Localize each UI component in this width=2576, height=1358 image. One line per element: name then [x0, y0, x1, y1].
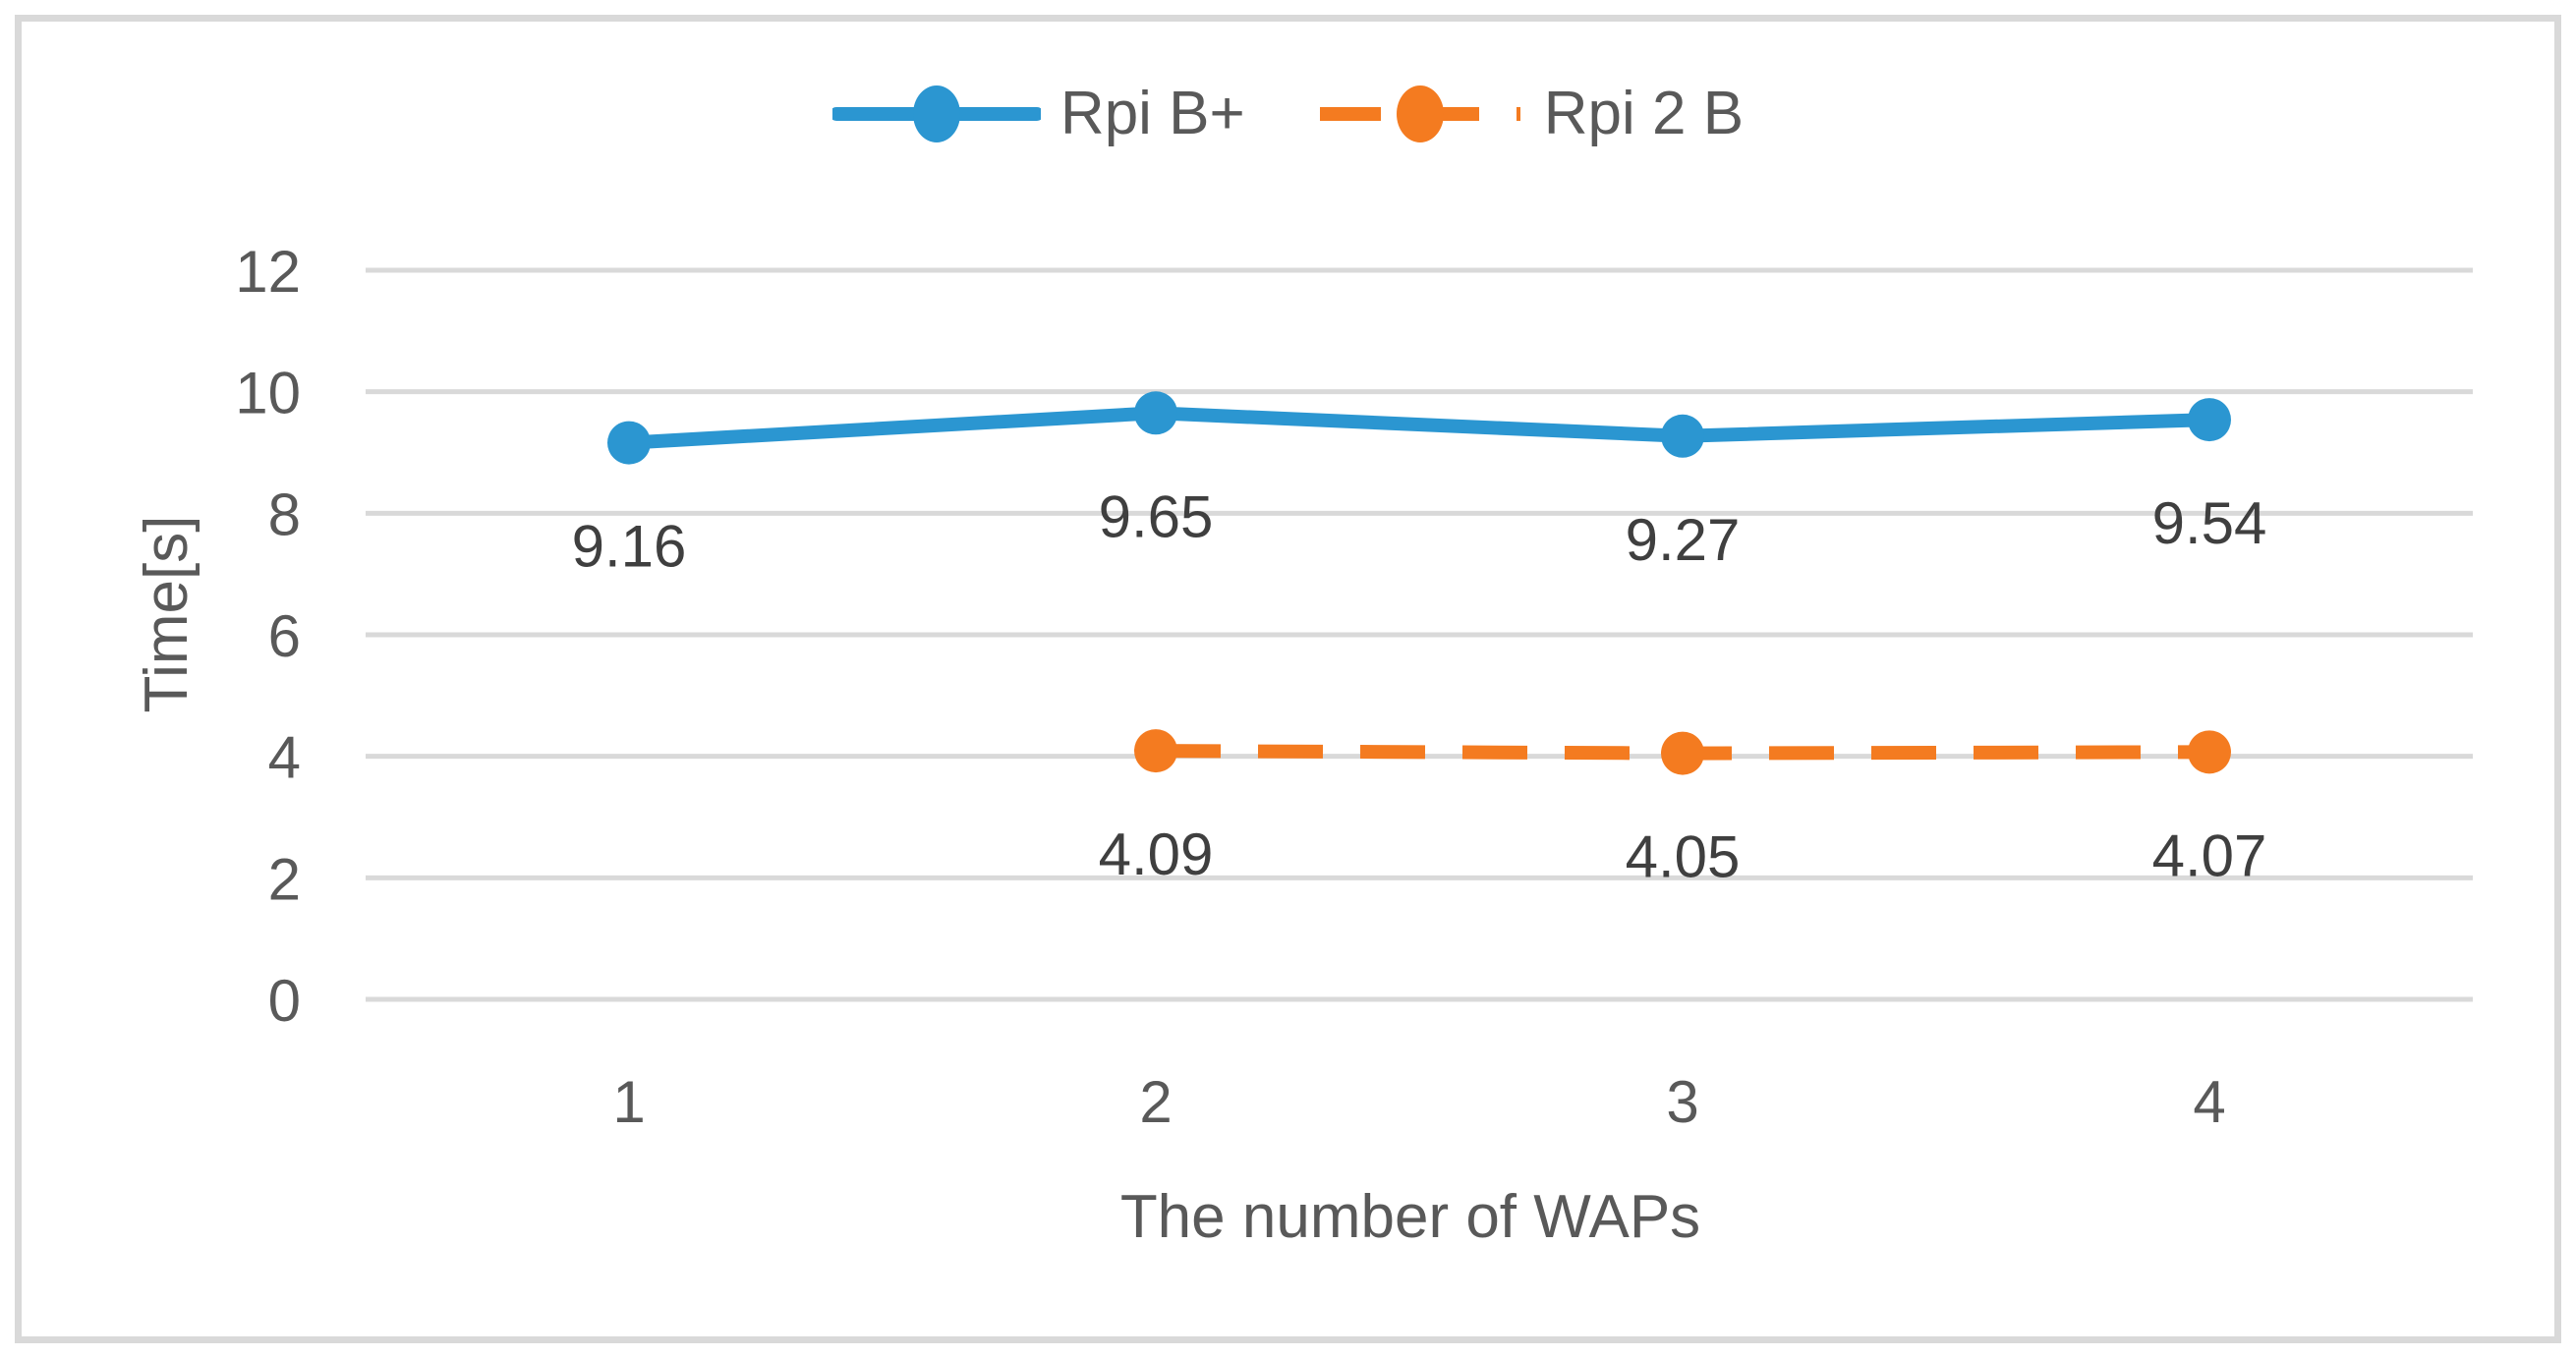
data-label-rpi-b: 9.65: [1099, 483, 1214, 549]
data-point-marker-rpi-2-b: [1134, 729, 1177, 773]
legend-item-rpi-b-plus: Rpi B+: [831, 80, 1245, 147]
y-tick-label: 8: [268, 481, 301, 547]
x-tick-label: 1: [612, 1069, 645, 1135]
data-point-marker-rpi-b: [2188, 398, 2231, 442]
data-point-marker-rpi-2-b: [1661, 731, 1704, 775]
x-axis-title: The number of WAPs: [1119, 1183, 1701, 1251]
x-tick-label: 2: [1139, 1069, 1172, 1135]
x-tick-label: 3: [1666, 1069, 1698, 1135]
data-point-marker-rpi-b: [1661, 414, 1704, 458]
legend-label-rpi-2-b: Rpi 2 B: [1543, 80, 1745, 147]
legend-swatch-solid-line: [831, 85, 1041, 142]
series-line-rpi-b: [622, 406, 2216, 450]
data-point-marker-rpi-2-b: [2188, 730, 2231, 774]
legend-swatch-dashed-line: [1319, 85, 1520, 142]
y-tick-label: 4: [268, 725, 301, 791]
data-label-rpi-2-b: 4.05: [1626, 824, 1741, 890]
y-axis-title: Time[s]: [133, 515, 200, 713]
data-label-rpi-b: 9.16: [572, 514, 687, 580]
data-point-marker-rpi-b: [607, 421, 651, 465]
data-label-rpi-2-b: 4.09: [1099, 821, 1214, 887]
y-tick-label: 6: [268, 603, 301, 669]
data-label-rpi-b: 9.27: [1626, 507, 1741, 573]
y-tick-label: 10: [235, 361, 301, 426]
legend-marker-circle: [1396, 85, 1444, 142]
data-point-marker-rpi-b: [1134, 391, 1177, 435]
legend-item-rpi-2-b: Rpi 2 B: [1316, 83, 1744, 145]
x-tick-label: 4: [2193, 1069, 2225, 1135]
y-tick-label: 12: [235, 239, 301, 305]
data-label-rpi-2-b: 4.07: [2152, 822, 2267, 888]
legend-label-rpi-b-plus: Rpi B+: [1059, 80, 1245, 147]
y-tick-label: 2: [268, 846, 301, 912]
legend-marker-circle: [912, 85, 960, 142]
legend: Rpi B+ Rpi 2 B: [0, 83, 2576, 145]
y-tick-label: 0: [268, 968, 301, 1034]
data-label-rpi-b: 9.54: [2152, 490, 2267, 556]
